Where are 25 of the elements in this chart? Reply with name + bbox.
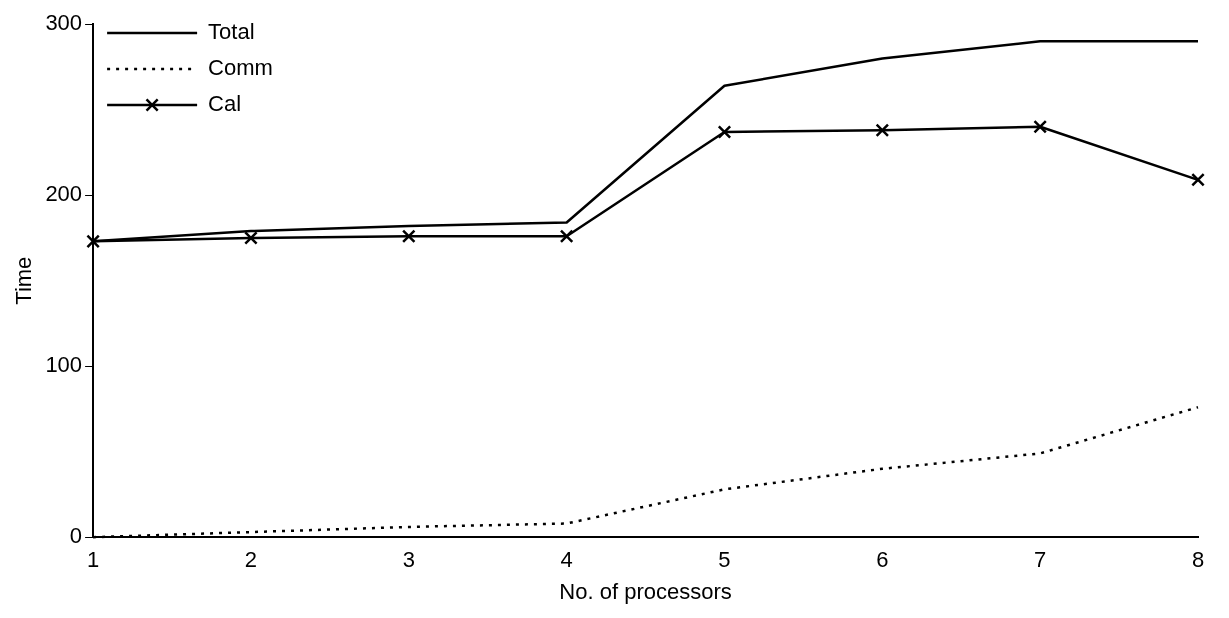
x-tick-label: 3: [402, 547, 415, 573]
x-tick-label: 4: [560, 547, 573, 573]
point: [875, 123, 890, 138]
point: [717, 125, 732, 139]
point: [559, 229, 574, 244]
x-tick-label: 2: [244, 547, 258, 573]
legend-label: Total: [208, 19, 255, 45]
point: [1191, 172, 1205, 187]
y-tick-label: 0: [69, 523, 83, 549]
y-axis-title: Time: [11, 256, 37, 305]
x-tick-label: 5: [718, 547, 731, 573]
legend-label: Comm: [208, 55, 273, 81]
point: [1033, 119, 1048, 134]
y-tick-label: 100: [45, 352, 83, 378]
x-tick-label: 8: [1191, 547, 1205, 573]
point: [401, 229, 416, 244]
legend-label: Cal: [208, 91, 242, 117]
y-tick-label: 200: [45, 181, 83, 207]
x-tick-label: 1: [86, 547, 100, 573]
point: [86, 234, 101, 249]
y-tick-label: 300: [45, 10, 83, 36]
x-tick-label: 7: [1034, 547, 1047, 573]
x-axis-title: No. of processors: [559, 578, 732, 604]
x-tick-label: 6: [876, 547, 889, 573]
point: [244, 231, 258, 245]
